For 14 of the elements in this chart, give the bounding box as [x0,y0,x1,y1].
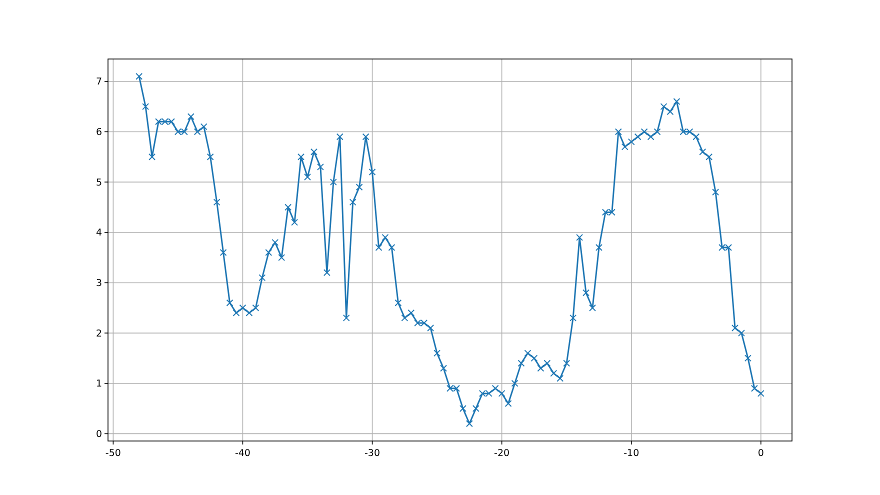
x-tick-label: -10 [624,448,640,459]
y-tick-label: 2 [96,328,102,340]
y-tick-label: 0 [96,429,102,440]
y-tick-label: 6 [96,127,102,138]
y-tick-label: 1 [96,378,102,390]
x-tick-label: -20 [494,448,510,459]
y-tick-label: 7 [96,76,102,88]
y-tick-label: 4 [96,228,102,239]
x-tick-label: -50 [105,448,121,459]
y-tick-label: 5 [96,177,102,188]
x-tick-label: -30 [364,448,380,459]
x-tick-label: -40 [234,448,250,459]
x-tick-label: 0 [758,448,764,459]
y-tick-label: 3 [96,278,102,290]
